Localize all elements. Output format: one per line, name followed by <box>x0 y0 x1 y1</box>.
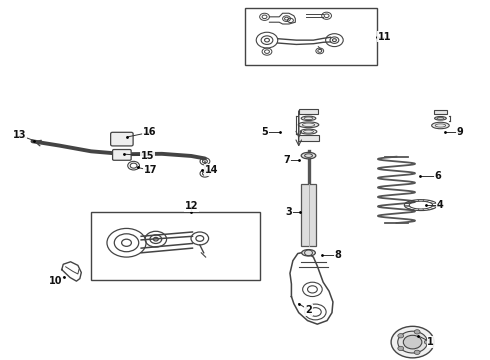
Ellipse shape <box>301 116 316 121</box>
Circle shape <box>403 335 422 349</box>
Bar <box>299 109 318 114</box>
Ellipse shape <box>301 152 316 159</box>
Circle shape <box>398 346 404 351</box>
Circle shape <box>414 350 420 355</box>
FancyBboxPatch shape <box>113 149 131 160</box>
Text: 6: 6 <box>435 171 441 181</box>
Bar <box>245 8 377 65</box>
Text: 17: 17 <box>144 165 157 175</box>
Text: 16: 16 <box>143 127 156 137</box>
Ellipse shape <box>432 122 449 129</box>
Text: 5: 5 <box>261 127 268 136</box>
Text: 1: 1 <box>427 337 434 347</box>
Text: 8: 8 <box>334 250 341 260</box>
Text: 3: 3 <box>286 207 293 217</box>
Text: 9: 9 <box>457 127 464 136</box>
Circle shape <box>414 330 420 334</box>
Circle shape <box>398 334 404 338</box>
Text: 11: 11 <box>377 32 391 41</box>
Circle shape <box>391 326 434 358</box>
Text: 2: 2 <box>305 305 312 315</box>
Text: 15: 15 <box>141 150 154 161</box>
Bar <box>434 110 447 114</box>
Ellipse shape <box>302 249 316 256</box>
Bar <box>301 184 317 246</box>
Text: 10: 10 <box>49 276 63 286</box>
Text: 7: 7 <box>283 155 290 165</box>
Bar <box>298 135 319 141</box>
Ellipse shape <box>435 117 446 120</box>
FancyBboxPatch shape <box>111 132 133 146</box>
Bar <box>91 212 260 280</box>
Circle shape <box>424 340 430 344</box>
Circle shape <box>398 331 427 353</box>
Ellipse shape <box>300 129 317 134</box>
Text: 14: 14 <box>205 165 219 175</box>
Ellipse shape <box>298 122 319 128</box>
Text: 13: 13 <box>13 130 26 140</box>
Text: 4: 4 <box>437 200 444 210</box>
Text: 12: 12 <box>185 201 198 211</box>
